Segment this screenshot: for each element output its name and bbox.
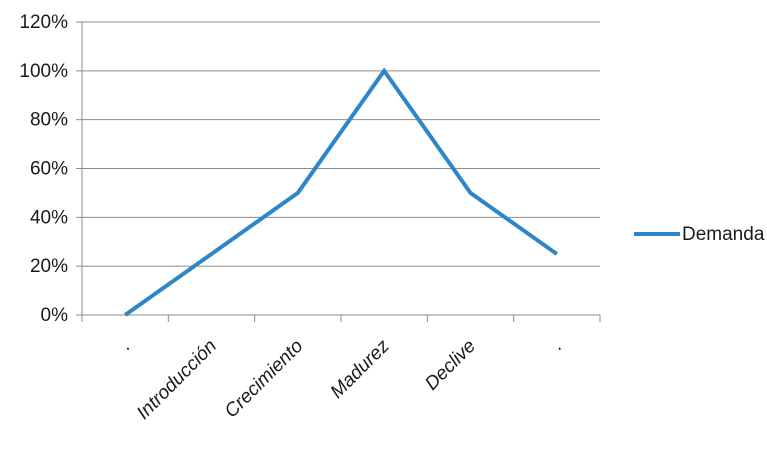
y-tick-label: 100%: [19, 61, 68, 82]
y-tick-label: 120%: [19, 12, 68, 33]
x-tick-label: .: [116, 336, 135, 355]
x-tick-label: Madurez: [327, 335, 394, 402]
y-tick-label: 20%: [30, 256, 68, 277]
y-tick-label: 80%: [30, 110, 68, 131]
legend-label: Demanda: [682, 224, 765, 245]
x-tick-label: .: [548, 336, 567, 355]
y-tick-labels: 0% 20% 40% 60% 80% 100% 120%: [19, 12, 68, 326]
legend: Demanda: [634, 224, 765, 245]
series-layer: [125, 71, 557, 315]
axes: [76, 22, 600, 322]
x-tick-label: Crecimiento: [221, 336, 308, 423]
y-tick-label: 40%: [30, 207, 68, 228]
y-tick-label: 60%: [30, 159, 68, 180]
x-tick-label: Introducción: [133, 336, 221, 424]
x-tick-label: Declive: [421, 336, 480, 395]
series-line-demanda: [125, 71, 557, 315]
y-tick-label: 0%: [41, 305, 69, 326]
